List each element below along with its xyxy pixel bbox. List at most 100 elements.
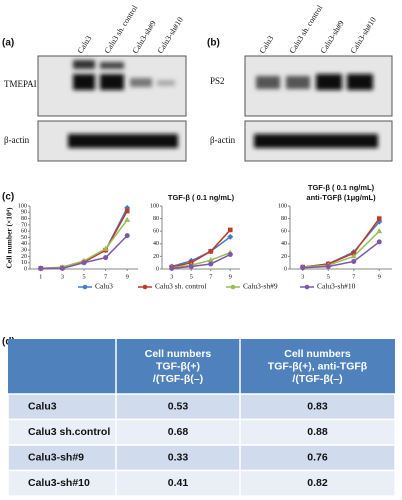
point — [227, 252, 233, 258]
table-row — [7, 418, 396, 446]
y-tick-label: 20 — [153, 254, 159, 260]
row-label: β-actin — [210, 135, 236, 145]
legend-swatch — [304, 284, 310, 290]
series-line — [302, 230, 380, 268]
x-tick-label: 5 — [190, 273, 193, 280]
point — [124, 216, 131, 222]
cell-text: 0.76 — [307, 452, 328, 464]
header-text: /(TGF-β(–) — [292, 373, 342, 385]
x-tick-label: 3 — [170, 273, 173, 280]
y-tick-label: 50 — [21, 235, 27, 241]
table-row — [7, 393, 396, 421]
cell-text: 0.41 — [168, 477, 189, 489]
cell-text: 0.33 — [168, 452, 189, 464]
y-tick-label: 0 — [24, 266, 27, 272]
cell-text: 0.88 — [307, 426, 328, 438]
lane-label: Calu3-sh#9 — [131, 19, 158, 55]
legend-label: Calu3 sh. control — [155, 282, 206, 291]
y-tick-label: 80 — [281, 216, 287, 222]
y-tick-label: 80 — [21, 216, 27, 222]
point — [351, 258, 357, 264]
point — [208, 249, 214, 254]
point — [376, 216, 382, 221]
y-tick-label: 60 — [21, 229, 27, 235]
lane-label: Calu3-sh#10 — [156, 16, 185, 55]
y-tick-label: 100 — [18, 203, 27, 209]
y-tick-label: 10 — [21, 260, 27, 266]
x-tick-label: 5 — [327, 273, 330, 280]
point — [102, 245, 109, 251]
table-header — [8, 339, 395, 394]
point — [227, 233, 234, 240]
lane-label: Calu3-sh#9 — [319, 19, 346, 55]
y-tick-label: 0 — [156, 266, 159, 272]
x-tick-label: 7 — [209, 273, 213, 280]
cell-text: 0.68 — [168, 426, 189, 438]
legend-label: Calu3 — [95, 282, 113, 291]
cell-text: Calu3 — [28, 401, 57, 413]
point — [38, 265, 44, 271]
point — [81, 260, 87, 266]
header-text: TGF-β(+) — [156, 360, 200, 372]
y-tick-label: 80 — [153, 216, 159, 222]
row-label: β-actin — [4, 135, 30, 145]
row-label: TMEPAI — [4, 79, 37, 89]
x-tick-label: 7 — [104, 273, 108, 280]
y-tick-label: 0 — [284, 266, 287, 272]
lane-label: Calu3 sh. control — [288, 3, 325, 55]
header-text: TGF-β(+), anti-TGFβ — [268, 360, 368, 372]
header-text: Cell numbers — [284, 348, 351, 360]
lane-label: Calu3 — [76, 34, 94, 55]
x-tick-label: 7 — [352, 273, 356, 280]
series-line — [302, 241, 380, 269]
lane-label: Calu3-sh#10 — [349, 16, 378, 55]
x-tick-label: 3 — [301, 273, 304, 280]
chart-title: TGF-β ( 0.1 ng/mL) — [308, 183, 375, 192]
y-tick-label: 100 — [278, 203, 287, 209]
table-row — [7, 444, 396, 472]
row-label: PS2 — [210, 76, 225, 86]
panel-label: (a) — [2, 38, 14, 49]
cell-text: 0.83 — [307, 401, 328, 413]
point — [59, 265, 65, 271]
x-tick-label: 3 — [61, 273, 64, 280]
y-axis-label: Cell number (×10⁴) — [5, 207, 14, 268]
legend-swatch — [142, 284, 148, 290]
x-tick-label: 9 — [378, 273, 381, 280]
header-text: /(TGF-β(–) — [153, 373, 203, 385]
y-tick-label: 20 — [21, 254, 27, 260]
point — [227, 227, 233, 233]
point — [124, 208, 130, 214]
point — [376, 228, 383, 234]
y-tick-label: 60 — [153, 229, 159, 235]
legend-swatch — [82, 284, 88, 290]
cell-text: Calu3-sh#10 — [28, 477, 90, 489]
lane-label: Calu3 — [258, 34, 276, 55]
y-tick-label: 40 — [281, 241, 287, 247]
table-row — [7, 469, 396, 497]
cell-text: 0.82 — [307, 477, 328, 489]
y-tick-label: 70 — [21, 222, 27, 228]
chart-title: anti-TGFβ (1μg/mL) — [306, 193, 376, 202]
cell-text: 0.53 — [168, 401, 189, 413]
y-tick-label: 90 — [21, 210, 27, 216]
panel-label: (b) — [207, 38, 220, 49]
y-tick-label: 60 — [281, 229, 287, 235]
series-line — [171, 251, 231, 269]
point — [351, 250, 357, 256]
point — [208, 261, 214, 267]
x-tick-label: 9 — [229, 273, 232, 280]
y-tick-label: 30 — [21, 247, 27, 253]
legend-label: Calu3-sh#9 — [243, 282, 278, 291]
x-tick-label: 5 — [82, 273, 85, 280]
series-line — [171, 229, 231, 268]
point — [350, 253, 357, 259]
legend-label: Calu3-sh#10 — [317, 282, 356, 291]
cell-text: Calu3-sh#9 — [28, 452, 84, 464]
x-tick-label: 1 — [39, 273, 42, 280]
point — [207, 257, 214, 263]
y-tick-label: 100 — [150, 203, 159, 209]
point — [300, 265, 306, 271]
y-tick-label: 20 — [281, 254, 287, 260]
